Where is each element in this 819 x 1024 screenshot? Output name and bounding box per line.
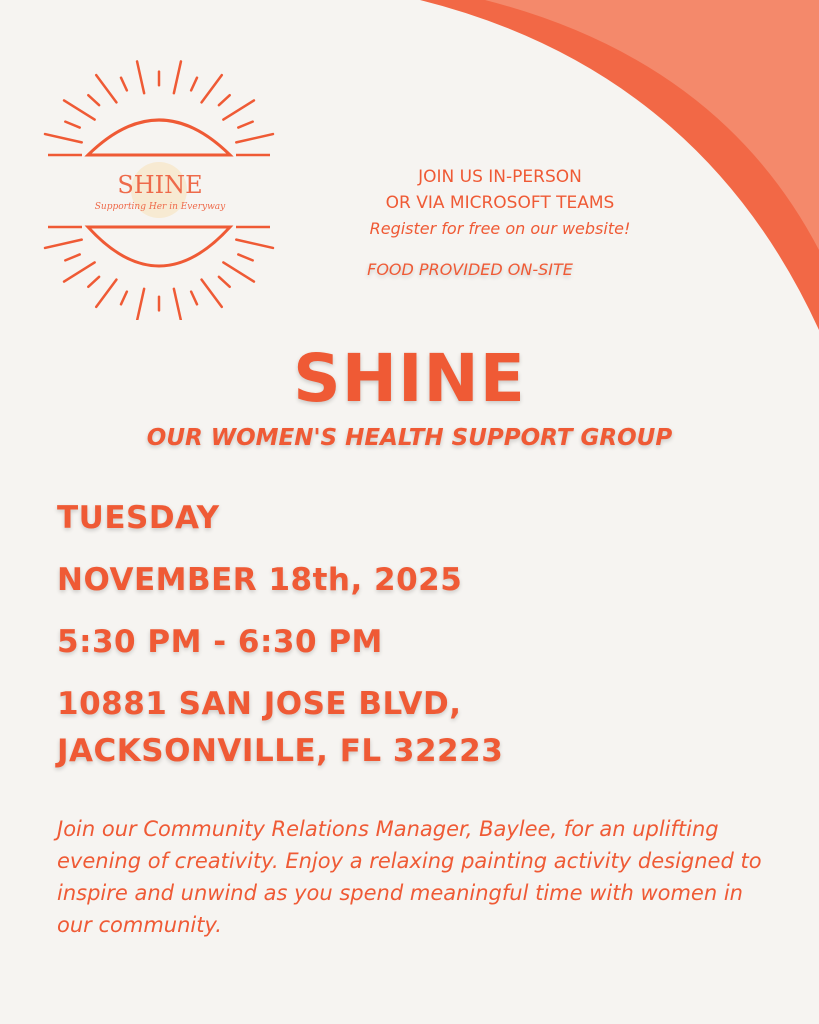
- page-title: SHINE: [293, 340, 526, 417]
- sun-ray: [119, 290, 129, 306]
- sun-ray: [237, 120, 254, 129]
- sun-ray: [200, 278, 224, 309]
- register-note: Register for free on our website!: [369, 219, 631, 238]
- info-line-2: OR VIA MICROSOFT TEAMS: [385, 193, 615, 213]
- sun-ray: [64, 253, 81, 262]
- logo-tagline: Supporting Her in Everyway: [94, 202, 226, 212]
- sun-ray: [222, 261, 256, 283]
- sun-ray: [172, 60, 183, 95]
- event-date: NOVEMBER 18th, 2025: [57, 562, 463, 598]
- event-day: TUESDAY: [57, 500, 220, 536]
- curve-light: [485, 0, 819, 250]
- sun-ray: [235, 132, 275, 144]
- food-note: FOOD PROVIDED ON-SITE: [367, 260, 573, 279]
- sun-ray: [43, 132, 83, 144]
- event-address-line1: 10881 SAN JOSE BLVD,: [57, 686, 462, 722]
- sun-ray: [94, 73, 118, 104]
- sun-ray: [222, 99, 256, 121]
- sun-ray: [64, 120, 81, 129]
- sun-ray: [119, 76, 129, 92]
- shine-logo: [43, 60, 275, 320]
- sun-ray: [172, 287, 183, 320]
- sun-ray: [43, 238, 83, 250]
- event-description: Join our Community Relations Manager, Ba…: [57, 817, 762, 937]
- logo-title: SHINE: [117, 171, 203, 199]
- sun-ray: [135, 287, 146, 320]
- sun-ray: [217, 275, 231, 289]
- event-address-line2: JACKSONVILLE, FL 32223: [57, 733, 504, 769]
- sun-ray: [237, 253, 254, 262]
- sun-ray: [62, 99, 96, 121]
- sun-ray: [62, 261, 96, 283]
- logo-flower-watermark: [131, 162, 187, 218]
- event-time: 5:30 PM - 6:30 PM: [57, 624, 383, 660]
- sun-ray: [235, 238, 275, 250]
- sun-ray: [200, 73, 224, 104]
- sun-ray: [189, 76, 199, 92]
- sun-ray: [94, 278, 118, 309]
- sun-ray: [87, 275, 101, 289]
- page-subtitle: OUR WOMEN'S HEALTH SUPPORT GROUP: [146, 425, 673, 451]
- sun-ray: [189, 290, 199, 306]
- sun-ray: [87, 93, 101, 107]
- info-line-1: JOIN US IN-PERSON: [418, 167, 582, 187]
- sun-ray: [217, 93, 231, 107]
- sun-ray: [135, 60, 146, 95]
